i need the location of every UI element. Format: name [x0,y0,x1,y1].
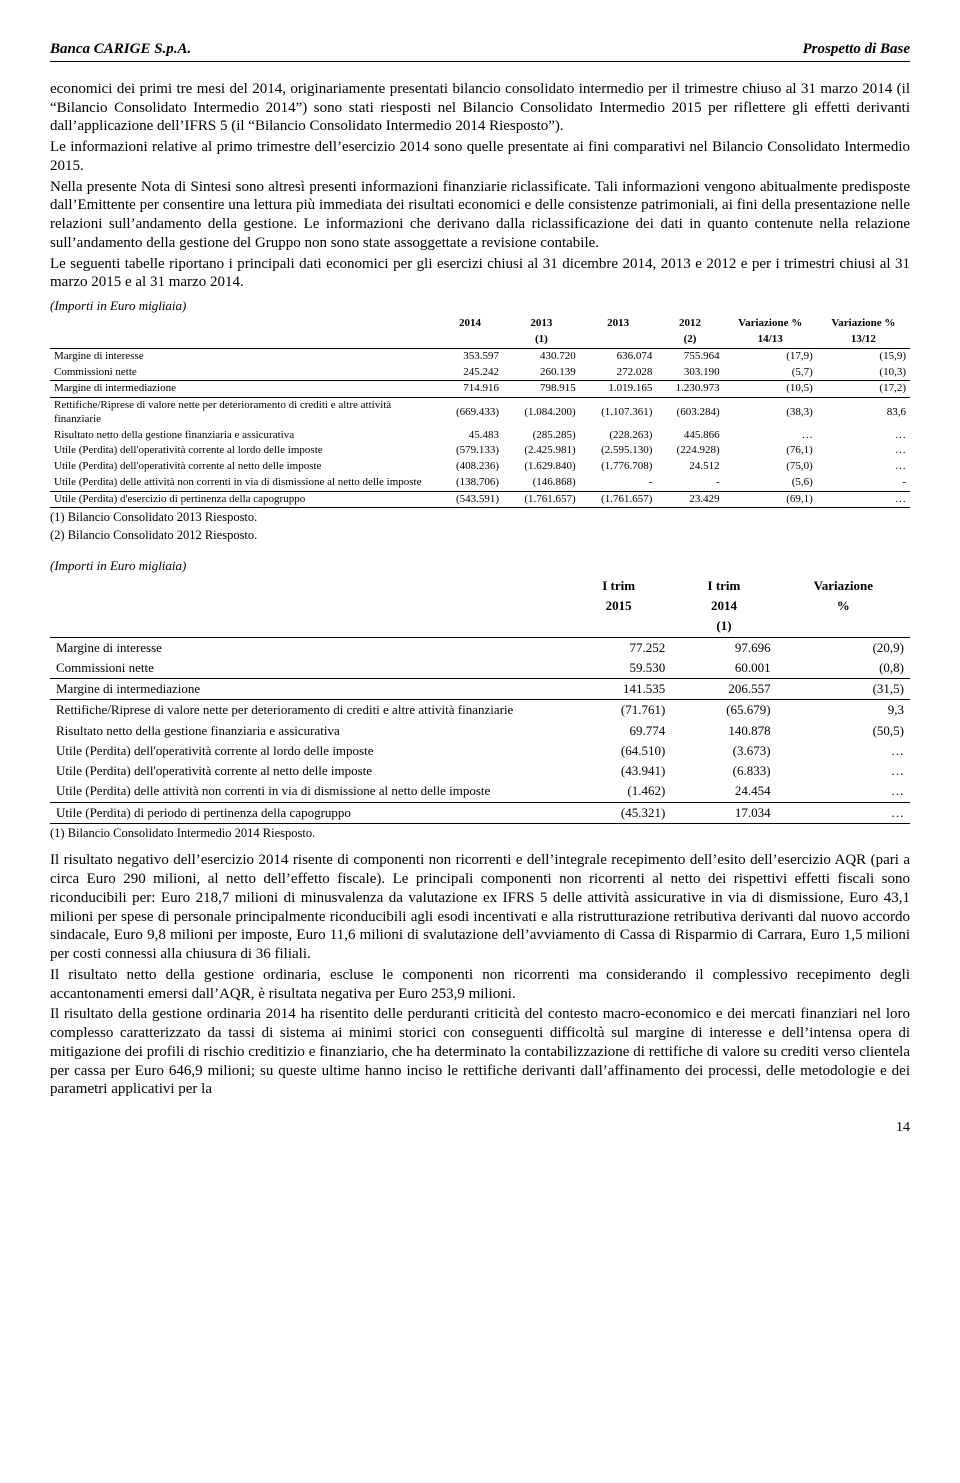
table-row: Utile (Perdita) dell'operatività corrent… [50,741,910,761]
table-row: Margine di intermediazione714.916798.915… [50,381,910,398]
table-row: Utile (Perdita) di periodo di pertinenza… [50,802,910,823]
para-4: Le seguenti tabelle riportano i principa… [50,255,910,293]
para-3: Nella presente Nota di Sintesi sono altr… [50,178,910,253]
table1-header-row2: (1) (2) 14/13 13/12 [50,332,910,348]
table-row: Utile (Perdita) d'esercizio di pertinenz… [50,491,910,508]
table-1: 2014 2013 2013 2012 Variazione % Variazi… [50,316,910,508]
page-header: Banca CARIGE S.p.A. Prospetto di Base [50,40,910,59]
table-row: Risultato netto della gestione finanziar… [50,428,910,444]
para-5: Il risultato negativo dell’esercizio 201… [50,851,910,964]
para-2: Le informazioni relative al primo trimes… [50,138,910,176]
table1-note-1: (1) Bilancio Consolidato 2013 Riesposto. [50,510,910,526]
table1-note-2: (2) Bilancio Consolidato 2012 Riesposto. [50,528,910,544]
table-row: Utile (Perdita) dell'operatività corrent… [50,459,910,475]
table-row: Utile (Perdita) dell'operatività corrent… [50,761,910,781]
table2-note: (1) Bilancio Consolidato Intermedio 2014… [50,826,910,842]
table-row: Commissioni nette59.53060.001(0,8) [50,658,910,679]
table-row: Risultato netto della gestione finanziar… [50,721,910,741]
table2-header-row1: I trim I trim Variazione [50,576,910,596]
header-left: Banca CARIGE S.p.A. [50,40,191,59]
page-number: 14 [50,1119,910,1137]
table2-header-row3: (1) [50,616,910,637]
table-row: Rettifiche/Riprese di valore nette per d… [50,700,910,721]
para-1: economici dei primi tre mesi del 2014, o… [50,80,910,136]
table1-header-row1: 2014 2013 2013 2012 Variazione % Variazi… [50,316,910,332]
table-2: I trim I trim Variazione 2015 2014 % (1)… [50,576,910,824]
table2-header-row2: 2015 2014 % [50,596,910,616]
table-row: Margine di intermediazione141.535206.557… [50,679,910,700]
table-row: Utile (Perdita) delle attività non corre… [50,475,910,491]
para-6: Il risultato netto della gestione ordina… [50,966,910,1004]
para-7: Il risultato della gestione ordinaria 20… [50,1005,910,1099]
table-row: Rettifiche/Riprese di valore nette per d… [50,398,910,428]
table-row: Margine di interesse77.25297.696(20,9) [50,637,910,658]
header-rule [50,61,910,62]
table-row: Utile (Perdita) delle attività non corre… [50,781,910,802]
table1-caption: (Importi in Euro migliaia) [50,298,910,314]
table2-caption: (Importi in Euro migliaia) [50,558,910,574]
header-right: Prospetto di Base [803,40,911,59]
table-row: Margine di interesse353.597430.720636.07… [50,348,910,364]
table-row: Commissioni nette245.242260.139272.02830… [50,365,910,381]
table-row: Utile (Perdita) dell'operatività corrent… [50,443,910,459]
